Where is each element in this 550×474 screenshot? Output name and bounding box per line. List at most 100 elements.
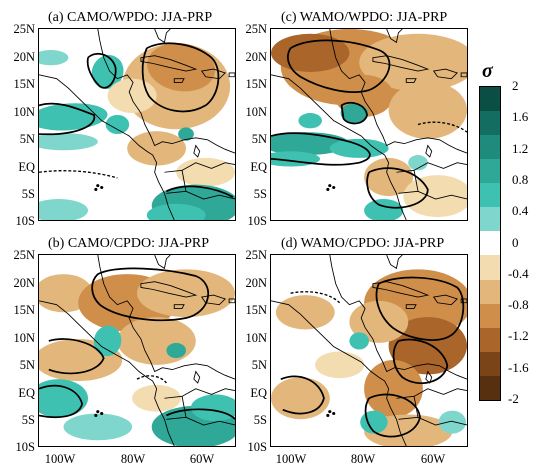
colorbar-tick-label: 0 <box>512 234 519 250</box>
anomaly-shading <box>39 103 108 131</box>
map-panel-a <box>38 28 236 221</box>
island-marker <box>326 187 330 191</box>
coastline <box>425 370 433 384</box>
country-border <box>413 396 419 418</box>
coastline <box>97 29 235 154</box>
coastline <box>39 300 175 446</box>
country-border <box>396 388 467 399</box>
coastline <box>200 68 227 80</box>
map-a-svg <box>39 29 235 220</box>
coastline <box>329 255 467 380</box>
lat-label-a-10s: 10S <box>15 214 35 228</box>
anomaly-shading <box>63 413 133 441</box>
lat-label-a-15n: 15N <box>13 77 35 91</box>
anomaly-shading <box>315 351 365 379</box>
anomaly-shading <box>438 410 467 434</box>
map-b-svg <box>39 255 235 446</box>
coastline <box>405 78 417 83</box>
panel-title-b: (b) CAMO/CPDO: JJA-PRP <box>48 236 210 251</box>
contour-line <box>136 375 167 384</box>
lat-label-c-eq: EQ <box>250 160 267 174</box>
island-marker <box>332 186 336 190</box>
lat-label-b-5s: 5S <box>21 413 35 427</box>
lat-label-c-5s: 5S <box>253 187 267 201</box>
anomaly-shading <box>271 33 350 72</box>
anomaly-shading <box>408 155 428 171</box>
lat-label-b-5n: 5N <box>19 358 35 372</box>
lat-label-d-20n: 20N <box>245 276 267 290</box>
anomaly-shading <box>39 198 88 220</box>
lat-label-a-5s: 5S <box>21 187 35 201</box>
lat-label-c-10s: 10S <box>247 214 267 228</box>
anomaly-shading <box>176 157 235 187</box>
island-marker <box>328 184 332 188</box>
lat-label-a-eq: EQ <box>18 160 35 174</box>
anomaly-shading <box>91 54 124 89</box>
anomaly-shading <box>360 410 388 434</box>
lat-label-d-10s: 10S <box>247 440 267 454</box>
coastline <box>460 72 467 78</box>
country-border <box>181 396 187 418</box>
coastline <box>271 74 407 220</box>
contour-line <box>141 42 220 113</box>
lat-label-a-10n: 10N <box>13 105 35 119</box>
coastline <box>386 255 403 270</box>
anomaly-shading <box>364 198 404 220</box>
lat-label-d-15n: 15N <box>245 303 267 317</box>
country-border <box>166 190 235 200</box>
lon-label-d-80w: 80W <box>350 452 376 466</box>
lat-label-b-10n: 10N <box>13 331 35 345</box>
map-panel-b <box>38 254 236 447</box>
country-border <box>181 170 187 192</box>
coastline <box>173 78 185 83</box>
colorbar-segment <box>480 327 500 352</box>
contour-line <box>166 408 235 420</box>
country-border <box>166 416 235 426</box>
coastline <box>271 300 407 446</box>
lat-label-d-eq: EQ <box>250 386 267 400</box>
contour-line <box>417 121 467 133</box>
colorbar-segment <box>480 111 500 136</box>
coastline <box>200 294 227 306</box>
lon-label-d-100w: 100W <box>275 452 307 466</box>
coastline <box>140 281 198 298</box>
country-border <box>398 416 467 426</box>
anomaly-shading <box>349 332 369 350</box>
coastline <box>193 370 201 384</box>
lat-label-d-5n: 5N <box>251 358 267 372</box>
map-c-svg <box>271 29 467 220</box>
colorbar-tick-label: -1.6 <box>508 359 529 375</box>
anomaly-shading <box>388 81 467 139</box>
lat-label-b-25n: 25N <box>13 248 35 262</box>
country-border <box>396 162 467 173</box>
coastline <box>432 68 459 80</box>
coastline <box>228 72 235 78</box>
country-border <box>164 162 235 173</box>
coastline <box>386 29 403 44</box>
lat-label-a-20n: 20N <box>13 50 35 64</box>
contour-line <box>48 338 105 375</box>
anomaly-shading <box>39 379 88 418</box>
map-panel-d <box>270 254 468 447</box>
anomaly-shading <box>364 360 423 418</box>
anomaly-shading <box>137 269 235 318</box>
lat-label-c-20n: 20N <box>245 50 267 64</box>
anomaly-shading <box>166 342 186 359</box>
contour-line <box>392 338 449 385</box>
island-marker <box>332 412 336 416</box>
lon-label-b-100w: 100W <box>44 452 76 466</box>
anomaly-shading <box>117 317 196 365</box>
lat-label-b-10s: 10S <box>15 440 35 454</box>
colorbar-title: σ <box>482 60 493 82</box>
contour-line <box>340 102 368 125</box>
anomaly-shading <box>298 113 322 129</box>
lat-label-d-10n: 10N <box>245 331 267 345</box>
colorbar-segment <box>480 231 500 256</box>
panel-title-a: (a) CAMO/WPDO: JJA-PRP <box>48 10 213 25</box>
anomaly-shading <box>132 384 182 412</box>
colorbar-segment <box>480 255 500 280</box>
anomaly-shading <box>403 175 467 218</box>
contour-line <box>375 276 465 341</box>
lat-label-d-5s: 5S <box>253 413 267 427</box>
anomaly-shading <box>39 133 98 151</box>
